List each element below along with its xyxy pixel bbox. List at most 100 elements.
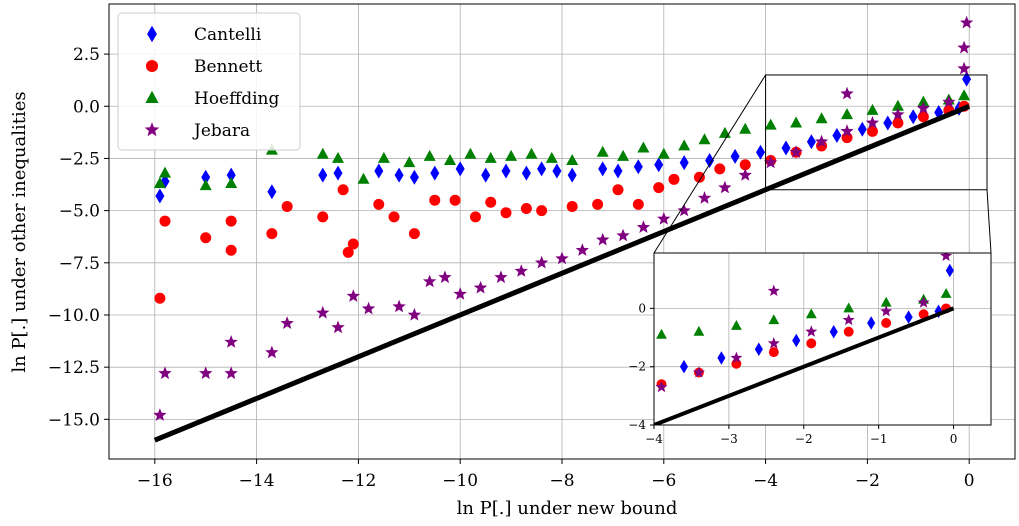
point-jebara bbox=[535, 255, 549, 269]
point-bennett bbox=[866, 125, 878, 137]
point-cantelli bbox=[756, 144, 765, 160]
point-jebara bbox=[514, 264, 528, 277]
point-cantelli bbox=[705, 153, 715, 168]
point-hoeffding bbox=[505, 149, 518, 161]
inset-point-cantelli bbox=[945, 263, 954, 278]
point-jebara bbox=[916, 101, 930, 114]
inset-point-bennett bbox=[881, 318, 892, 328]
inset-y-tick-label: 0 bbox=[638, 301, 646, 315]
inset-point-hoeffding bbox=[731, 320, 742, 330]
zoom-region-box bbox=[765, 74, 988, 191]
point-cantelli bbox=[455, 161, 465, 177]
point-jebara bbox=[158, 366, 172, 380]
point-bennett bbox=[225, 215, 237, 227]
x-tick-label: −12 bbox=[340, 471, 376, 491]
point-jebara bbox=[392, 299, 406, 313]
legend-label: Cantelli bbox=[194, 25, 262, 45]
point-hoeffding bbox=[225, 177, 238, 188]
point-bennett bbox=[347, 238, 359, 250]
inset-x-tick-label: 0 bbox=[950, 432, 958, 446]
point-cantelli bbox=[201, 169, 211, 185]
point-cantelli bbox=[226, 167, 236, 183]
point-bennett bbox=[200, 232, 212, 244]
point-bennett bbox=[449, 194, 461, 206]
point-hoeffding bbox=[423, 149, 436, 161]
x-tick-label: −8 bbox=[549, 471, 574, 491]
point-bennett bbox=[225, 244, 237, 256]
point-jebara bbox=[407, 308, 422, 321]
legend-marker-jebara bbox=[144, 122, 160, 137]
inset-point-jebara bbox=[767, 284, 780, 296]
y-tick-label: 0.0 bbox=[73, 97, 100, 117]
point-jebara bbox=[265, 345, 279, 359]
point-jebara bbox=[224, 335, 238, 348]
point-jebara bbox=[764, 155, 778, 169]
point-bennett bbox=[714, 163, 726, 175]
point-jebara bbox=[331, 320, 345, 334]
legend-marker-hoeffding bbox=[145, 90, 159, 103]
point-cantelli bbox=[155, 188, 165, 204]
point-hoeffding bbox=[790, 116, 803, 128]
x-tick-label: 0 bbox=[964, 471, 975, 491]
point-hoeffding bbox=[403, 156, 416, 168]
inset-point-jebara bbox=[842, 313, 855, 326]
point-hoeffding bbox=[917, 95, 930, 107]
point-hoeffding bbox=[153, 177, 166, 188]
point-bennett bbox=[408, 228, 420, 240]
reference-line bbox=[153, 103, 971, 443]
inset-reference-line bbox=[654, 306, 955, 425]
inset-point-cantelli bbox=[904, 310, 913, 324]
inset-point-hoeffding bbox=[805, 308, 817, 319]
point-bennett bbox=[632, 198, 644, 210]
inset-point-bennett bbox=[806, 338, 817, 349]
point-jebara bbox=[494, 270, 508, 284]
point-bennett bbox=[917, 111, 929, 123]
point-bennett bbox=[892, 117, 904, 129]
point-jebara bbox=[346, 289, 360, 302]
inset-marks bbox=[654, 253, 955, 425]
x-tick-label: −6 bbox=[651, 471, 676, 491]
point-jebara bbox=[789, 145, 803, 158]
inset-point-jebara bbox=[767, 337, 780, 349]
point-jebara bbox=[957, 40, 971, 54]
inset-ticks: −4 −3 −2 −1 0 −4 −2 0 bbox=[628, 301, 957, 446]
point-bennett bbox=[500, 207, 512, 219]
inset-point-jebara bbox=[940, 253, 953, 261]
inset-x-tick-label: −3 bbox=[720, 432, 738, 446]
inset-point-hoeffding bbox=[656, 328, 667, 339]
y-tick-label: −5.0 bbox=[59, 202, 100, 222]
inset-point-hoeffding bbox=[843, 302, 855, 313]
point-bennett bbox=[693, 171, 705, 183]
point-bennett bbox=[337, 184, 349, 196]
point-jebara bbox=[657, 212, 671, 225]
point-cantelli bbox=[806, 134, 816, 150]
legend-marker-cantelli bbox=[147, 25, 157, 43]
point-cantelli bbox=[521, 165, 531, 181]
point-hoeffding bbox=[698, 133, 711, 145]
point-cantelli bbox=[567, 167, 577, 183]
inset-point-bennett bbox=[918, 309, 929, 320]
inset-point-jebara bbox=[880, 305, 893, 317]
zoom-connector bbox=[653, 74, 767, 254]
point-hoeffding bbox=[841, 108, 853, 120]
legend-box bbox=[117, 12, 301, 151]
point-hoeffding bbox=[199, 179, 212, 191]
point-cantelli bbox=[501, 163, 511, 179]
point-cantelli bbox=[613, 163, 623, 179]
point-jebara bbox=[596, 232, 610, 246]
x-tick-label: −14 bbox=[239, 471, 275, 491]
point-bennett bbox=[592, 198, 604, 210]
point-jebara bbox=[438, 270, 452, 284]
point-cantelli bbox=[318, 167, 328, 183]
inset-x-tick-label: −2 bbox=[795, 432, 813, 446]
point-hoeffding bbox=[815, 112, 828, 124]
inset-point-hoeffding bbox=[693, 325, 705, 336]
x-tick-label: −4 bbox=[753, 471, 778, 491]
inset-point-jebara bbox=[730, 351, 743, 363]
point-cantelli bbox=[857, 121, 867, 137]
point-cantelli bbox=[730, 148, 740, 164]
point-hoeffding bbox=[678, 139, 691, 151]
point-bennett bbox=[612, 184, 624, 196]
inset-x-tick-label: −4 bbox=[645, 432, 663, 446]
